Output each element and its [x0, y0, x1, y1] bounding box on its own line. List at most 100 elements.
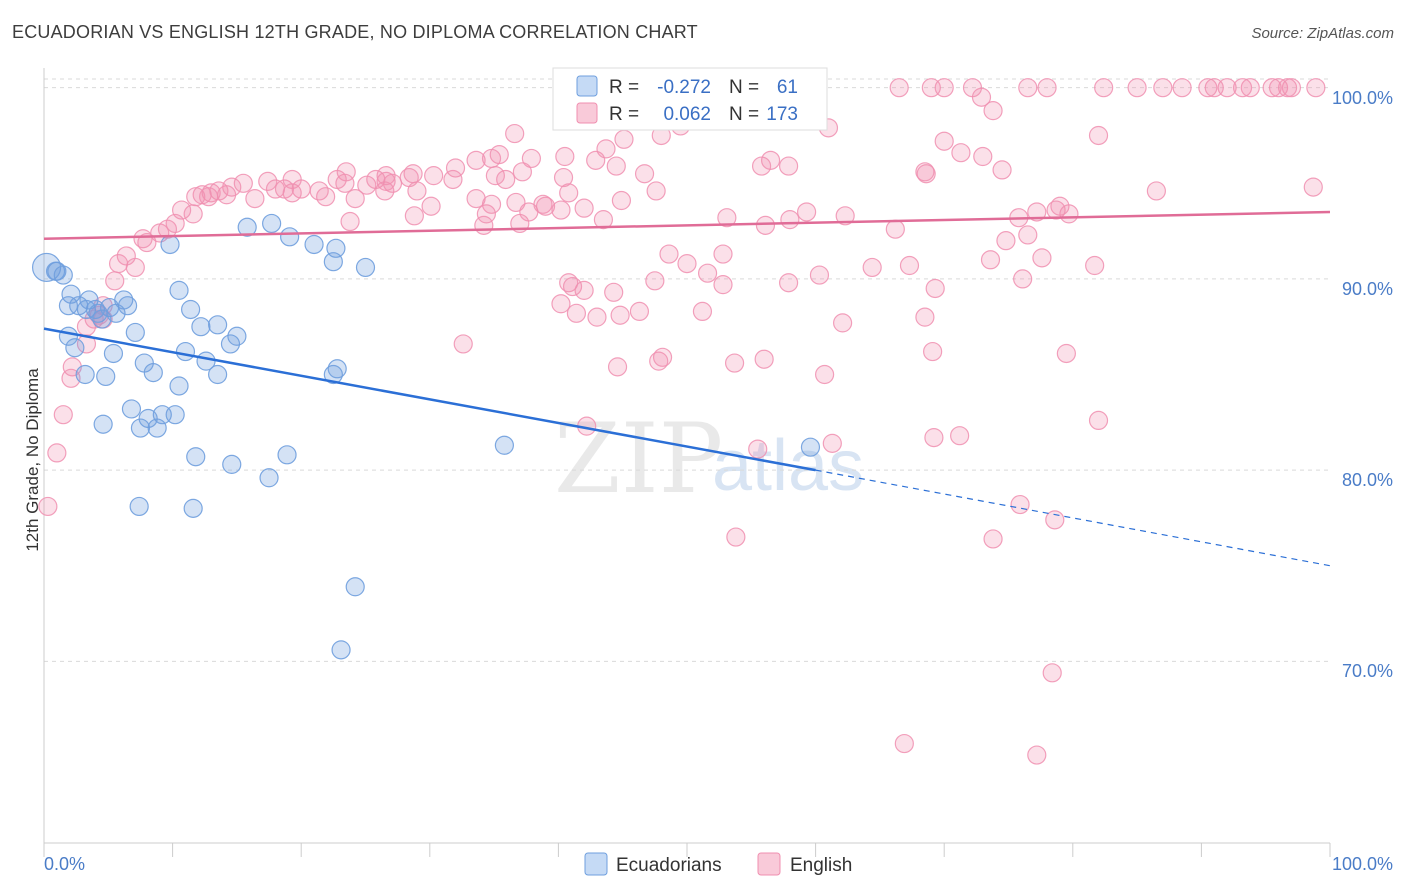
english-point-137: [780, 210, 800, 230]
english-point-186: [1027, 745, 1047, 765]
ecuadorians-point-20: [181, 299, 201, 320]
english-point-106: [282, 169, 302, 190]
ecuadorians-point-41: [129, 496, 149, 517]
english-point-176: [822, 433, 842, 453]
ecuadorians-point-42: [183, 498, 203, 518]
english-point-71: [476, 204, 496, 224]
english-point-179: [1088, 410, 1109, 431]
ecuadorians-point-31: [121, 399, 142, 419]
english-point-12: [1217, 78, 1237, 98]
ecuadorians-point-49: [326, 238, 346, 258]
legend-bottom-label-english: English: [790, 855, 852, 876]
english-point-172: [923, 341, 943, 362]
english-point-28: [614, 129, 634, 149]
series-ecuadorians-points: [31, 213, 821, 660]
y-tick-label-70: 70.0%: [1342, 661, 1393, 681]
legend-bottom-swatch-ecuadorians: [584, 852, 608, 876]
english-point-162: [604, 282, 624, 302]
ecuadorians-point-18: [143, 363, 163, 383]
english-point-91: [125, 257, 145, 278]
ecuadorians-point-40: [277, 445, 297, 465]
ecuadorians-point-9: [92, 309, 112, 329]
legend-r-value-english: 0.062: [663, 104, 711, 125]
english-point-129: [1018, 225, 1038, 245]
legend-r-value-ecuadorians: -0.272: [657, 77, 711, 98]
english-point-105: [336, 162, 356, 182]
english-point-133: [980, 250, 1001, 270]
trend-line-english: [43, 210, 1331, 240]
english-point-116: [778, 156, 799, 176]
english-point-166: [652, 347, 673, 367]
ecuadorians-point-46: [280, 227, 300, 247]
english-point-108: [496, 169, 516, 190]
english-point-56: [233, 173, 253, 193]
english-point-177: [748, 439, 768, 459]
english-point-113: [559, 183, 579, 203]
english-point-144: [645, 271, 665, 291]
legend-swatch-ecuadorians: [576, 75, 598, 97]
english-point-39: [512, 162, 532, 182]
english-point-10: [1198, 78, 1218, 98]
english-point-148: [862, 257, 882, 278]
english-point-14: [1240, 78, 1260, 98]
english-point-9: [1172, 78, 1192, 98]
english-point-122: [992, 160, 1012, 180]
legend-swatch-english: [576, 102, 598, 124]
english-point-6: [1094, 78, 1114, 98]
english-point-141: [697, 263, 718, 283]
ecuadorians-point-15: [75, 364, 95, 385]
y-tick-labels: 100.0% 90.0% 80.0% 70.0%: [1332, 88, 1393, 681]
english-point-21: [983, 101, 1003, 121]
english-point-174: [950, 426, 970, 446]
english-point-167: [607, 357, 628, 377]
ecuadorians-point-56: [331, 640, 351, 660]
trend-lines: [43, 210, 1331, 567]
english-point-81: [340, 211, 360, 232]
english-point-139: [717, 208, 737, 228]
legend-bottom-label-ecuadorians: Ecuadorians: [616, 855, 722, 876]
english-point-67: [345, 188, 365, 209]
ecuadorians-point-47: [304, 234, 324, 255]
english-point-130: [1032, 248, 1052, 268]
english-point-125: [1027, 202, 1047, 222]
english-point-80: [404, 206, 424, 226]
english-point-135: [835, 206, 855, 226]
english-point-118: [916, 164, 936, 184]
english-point-171: [815, 364, 835, 385]
english-point-143: [659, 244, 679, 264]
ecuadorians-point-12: [117, 296, 138, 316]
english-point-77: [551, 200, 571, 220]
y-tick-label-80: 80.0%: [1342, 470, 1393, 490]
x-axis: [43, 68, 1331, 857]
english-point-65: [274, 179, 295, 199]
ecuadorians-point-45: [262, 213, 282, 234]
ecuadorians-point-39: [259, 468, 279, 488]
english-point-168: [649, 351, 669, 371]
legend-bottom: Ecuadorians English: [584, 852, 852, 876]
y-tick-label-100: 100.0%: [1332, 88, 1393, 108]
english-point-145: [713, 275, 733, 295]
ecuadorians-point-4: [61, 284, 81, 304]
english-point-76: [646, 181, 666, 201]
english-point-31: [466, 150, 486, 170]
english-point-37: [553, 167, 574, 188]
legend-n-label-ecuadorians: N =: [729, 77, 759, 98]
english-point-120: [951, 143, 971, 163]
ecuadorians-point-22: [175, 341, 196, 362]
english-point-185: [894, 733, 914, 754]
english-point-140: [713, 244, 733, 264]
english-point-149: [899, 255, 920, 276]
english-point-110: [506, 192, 526, 213]
english-point-36: [606, 156, 626, 176]
english-point-100: [61, 368, 81, 388]
english-point-136: [796, 202, 817, 222]
english-point-102: [47, 443, 67, 463]
english-point-152: [1085, 255, 1105, 276]
english-point-5: [1037, 78, 1057, 98]
english-point-51: [424, 166, 444, 186]
english-point-158: [587, 307, 607, 327]
english-point-64: [245, 188, 265, 209]
ecuadorians-point-32: [130, 418, 151, 438]
english-point-169: [724, 353, 745, 373]
legend-top-box: [552, 67, 828, 131]
